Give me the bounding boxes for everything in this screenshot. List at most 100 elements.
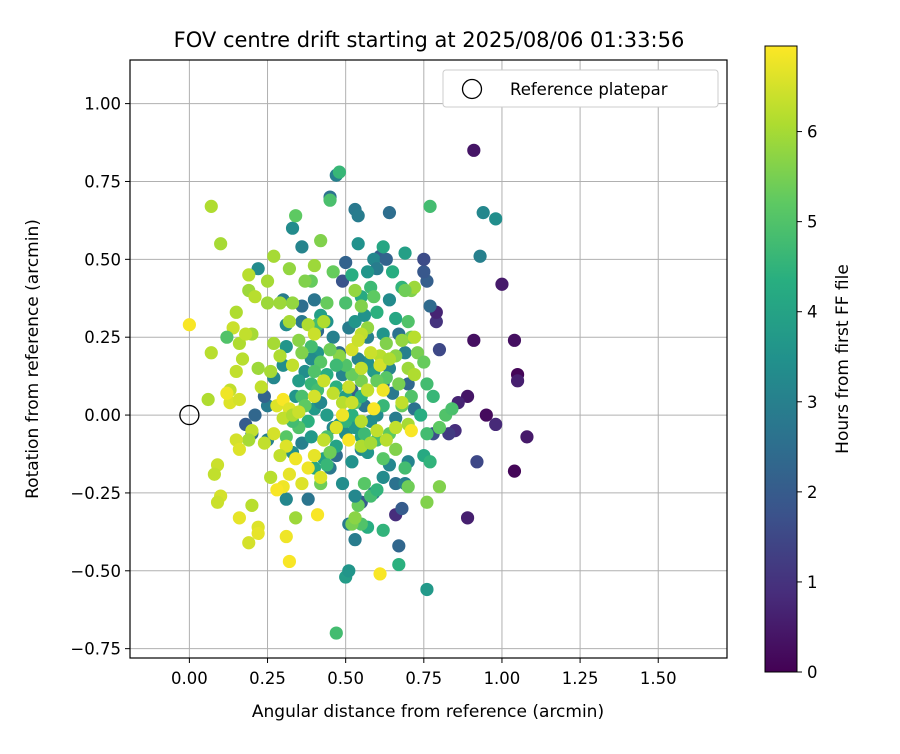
data-point xyxy=(429,315,443,329)
data-points xyxy=(182,143,534,640)
data-point xyxy=(467,143,481,157)
data-point xyxy=(467,333,481,347)
data-point xyxy=(326,265,340,279)
data-point xyxy=(201,392,215,407)
data-point xyxy=(354,299,368,313)
data-point xyxy=(279,492,293,506)
data-point xyxy=(360,265,375,279)
data-point xyxy=(345,396,359,410)
data-point xyxy=(382,293,397,307)
data-point xyxy=(426,389,440,403)
colorbar-tick-label: 1 xyxy=(807,573,818,592)
data-point xyxy=(420,582,434,597)
data-point xyxy=(307,327,322,341)
data-point xyxy=(342,564,356,578)
data-point xyxy=(395,501,409,516)
data-point xyxy=(401,315,415,329)
data-point xyxy=(279,439,293,453)
data-point xyxy=(385,265,400,279)
data-point xyxy=(323,445,337,460)
data-point xyxy=(339,296,353,310)
data-point xyxy=(301,318,315,332)
data-point xyxy=(310,508,325,522)
colorbar-tick-label: 0 xyxy=(807,663,818,682)
x-tick-label: 0.25 xyxy=(249,669,286,688)
data-point xyxy=(376,470,390,484)
data-point xyxy=(298,274,312,288)
data-point xyxy=(335,274,350,288)
data-point xyxy=(345,268,359,282)
data-point xyxy=(364,414,378,428)
data-point xyxy=(242,433,256,447)
data-point xyxy=(251,262,265,276)
data-point xyxy=(257,436,272,450)
data-point xyxy=(267,249,281,263)
data-point xyxy=(304,430,318,444)
y-tick-label: −0.50 xyxy=(70,562,121,581)
data-point xyxy=(354,414,368,428)
data-point xyxy=(335,476,350,491)
data-point xyxy=(323,343,337,357)
data-point xyxy=(264,470,278,484)
data-point xyxy=(295,240,309,254)
data-point xyxy=(320,296,334,310)
data-point xyxy=(417,265,431,279)
data-point xyxy=(370,374,384,388)
data-point xyxy=(348,489,362,503)
data-point xyxy=(210,495,225,509)
data-point xyxy=(326,330,340,344)
data-point xyxy=(345,343,359,357)
data-point xyxy=(285,221,300,235)
y-tick-label: 0.50 xyxy=(84,250,121,269)
data-point xyxy=(317,374,331,388)
data-point xyxy=(289,511,303,525)
data-point xyxy=(510,374,525,388)
data-point xyxy=(520,430,534,444)
data-point xyxy=(307,364,322,379)
y-tick-label: 1.00 xyxy=(84,95,121,114)
data-point xyxy=(376,240,390,254)
data-point xyxy=(273,296,287,310)
y-tick-label: 0.25 xyxy=(84,328,121,347)
data-point xyxy=(251,361,265,375)
data-point xyxy=(376,383,390,397)
data-point xyxy=(360,383,375,397)
data-point xyxy=(348,511,362,525)
data-point xyxy=(357,427,372,441)
data-point xyxy=(420,495,434,509)
y-tick-label: −0.25 xyxy=(70,484,121,503)
data-point xyxy=(392,539,406,553)
data-point xyxy=(407,367,422,382)
data-point xyxy=(495,277,509,291)
data-point xyxy=(389,411,403,425)
data-point xyxy=(204,346,218,360)
data-point xyxy=(273,448,287,463)
data-point xyxy=(345,408,359,422)
data-point xyxy=(314,470,328,484)
grid-lines xyxy=(130,60,727,658)
reference-platepar-marker xyxy=(179,404,200,426)
x-tick-label: 1.50 xyxy=(640,669,677,688)
data-point xyxy=(364,346,378,360)
data-point xyxy=(242,268,256,282)
colorbar-label: Hours from first FF file xyxy=(833,264,853,454)
colorbar-tick-label: 3 xyxy=(807,393,818,412)
data-point xyxy=(298,364,312,379)
data-point xyxy=(239,327,253,341)
data-point xyxy=(251,526,265,541)
x-tick-label: 0.50 xyxy=(327,669,364,688)
data-point xyxy=(229,305,243,319)
data-point xyxy=(367,290,381,304)
data-point xyxy=(389,442,403,456)
data-point xyxy=(489,212,503,226)
data-point xyxy=(382,352,397,366)
data-point xyxy=(442,427,456,441)
data-point xyxy=(182,318,196,332)
data-point xyxy=(432,420,447,435)
data-point xyxy=(389,476,403,491)
data-point xyxy=(254,380,268,394)
data-point xyxy=(232,392,246,407)
data-point xyxy=(342,380,356,394)
data-point xyxy=(295,436,309,450)
data-point xyxy=(282,467,297,481)
